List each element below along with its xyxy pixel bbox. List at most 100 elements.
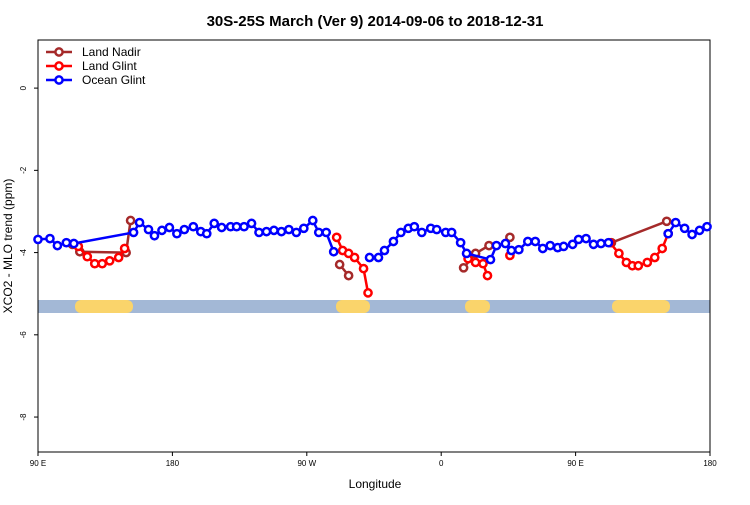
y-tick-label: 0 [19, 85, 28, 90]
ocean-band [38, 300, 710, 313]
point-marker [254, 227, 264, 238]
land-band [465, 300, 490, 313]
point-marker [291, 227, 302, 238]
x-tick-label: 180 [166, 459, 180, 468]
land-band [612, 300, 670, 313]
point-marker [276, 226, 287, 237]
point-marker [514, 244, 524, 255]
point-marker [458, 262, 469, 273]
point-marker [45, 233, 55, 244]
point-marker [97, 258, 108, 269]
point-marker [261, 226, 272, 237]
point-marker [470, 257, 481, 268]
point-marker [52, 240, 63, 251]
point-marker [209, 218, 220, 229]
point-marker [702, 221, 712, 232]
point-marker [269, 225, 279, 236]
point-marker [663, 228, 674, 239]
point-marker [113, 252, 124, 263]
point-marker [661, 216, 672, 227]
x-axis-label: Longitude [349, 477, 402, 491]
plot-frame [37, 39, 711, 453]
point-marker [545, 240, 556, 251]
land-ocean-strip [38, 300, 710, 313]
point-marker [313, 227, 324, 238]
point-marker [596, 238, 606, 249]
point-marker [581, 233, 591, 244]
point-marker [364, 252, 375, 263]
point-marker [537, 243, 548, 254]
point-marker [588, 239, 599, 250]
point-marker [573, 234, 584, 245]
point-marker [149, 230, 160, 241]
point-marker [431, 224, 442, 235]
point-marker [614, 248, 624, 259]
y-tick-label: -6 [19, 331, 28, 339]
legend-marker [54, 61, 64, 71]
point-marker [679, 223, 690, 234]
point-marker [694, 225, 705, 236]
point-marker [157, 225, 167, 236]
point-marker [119, 243, 130, 254]
x-tick-label: 90 E [30, 459, 46, 468]
point-marker [358, 263, 369, 274]
point-marker [373, 252, 384, 263]
point-marker [321, 227, 332, 238]
point-marker [188, 221, 199, 232]
x-tick-label: 0 [439, 459, 444, 468]
point-marker [82, 251, 93, 262]
point-marker [239, 221, 249, 232]
point-marker [231, 221, 242, 232]
x-tick-label: 90 E [567, 459, 583, 468]
point-marker [134, 217, 145, 228]
point-marker [343, 270, 354, 281]
point-marker [633, 260, 644, 271]
point-marker [68, 238, 79, 249]
point-marker [484, 240, 494, 251]
point-marker [409, 221, 420, 232]
land-band [336, 300, 370, 313]
point-marker [89, 258, 100, 269]
point-marker [172, 228, 182, 239]
point-marker [567, 239, 578, 250]
point-marker [522, 236, 533, 247]
point-marker [143, 224, 154, 235]
point-marker [505, 232, 515, 243]
point-marker [331, 232, 342, 243]
point-marker [284, 224, 294, 235]
point-marker [379, 245, 390, 256]
point-marker [446, 227, 457, 238]
point-marker [455, 237, 466, 248]
y-tick-label: -8 [19, 413, 28, 421]
x-tick-label: 180 [703, 459, 717, 468]
y-tick-label: -4 [19, 248, 28, 256]
point-marker [482, 270, 493, 281]
land-band [75, 300, 133, 313]
point-marker [216, 222, 227, 233]
point-marker [164, 222, 175, 233]
point-marker [104, 255, 115, 266]
point-marker [125, 215, 136, 226]
point-marker [298, 223, 309, 234]
point-marker [687, 229, 697, 240]
point-marker [461, 248, 472, 259]
legend-label: Land Glint [82, 59, 137, 73]
point-marker [485, 254, 496, 265]
point-marker [328, 246, 339, 257]
point-marker [396, 227, 406, 238]
series-line [71, 220, 668, 277]
point-marker [649, 252, 660, 263]
point-marker [500, 238, 511, 249]
point-marker [246, 218, 257, 229]
point-marker [363, 288, 373, 298]
legend-marker [54, 47, 64, 57]
x-tick-label: 90 W [297, 459, 316, 468]
point-marker [179, 224, 190, 235]
point-marker [349, 252, 360, 263]
point-marker [558, 241, 569, 252]
point-marker [61, 237, 72, 248]
point-marker [530, 236, 541, 247]
point-marker [506, 245, 517, 256]
point-marker [603, 237, 614, 248]
